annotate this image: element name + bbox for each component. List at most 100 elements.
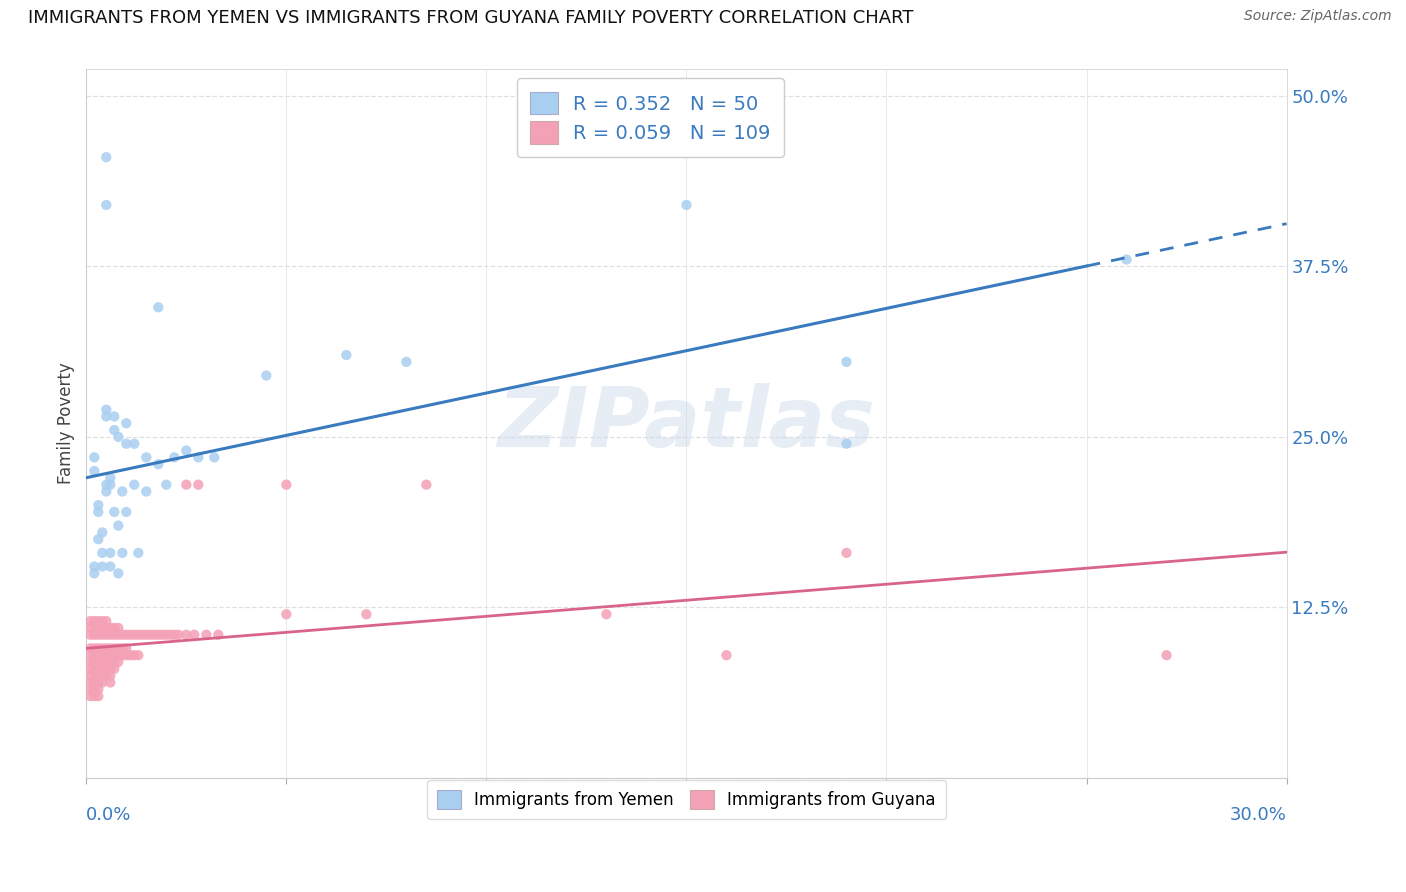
Point — [124, 436, 146, 450]
Point — [675, 198, 697, 212]
Point — [98, 662, 121, 676]
Point — [111, 628, 134, 642]
Point — [96, 614, 118, 628]
Point — [1115, 252, 1137, 267]
Point — [87, 668, 110, 682]
Point — [83, 628, 105, 642]
Point — [254, 368, 277, 383]
Point — [835, 436, 858, 450]
Point — [135, 450, 157, 465]
Point — [79, 641, 101, 656]
Point — [98, 641, 121, 656]
Point — [103, 648, 125, 663]
Point — [79, 689, 101, 703]
Point — [83, 614, 105, 628]
Point — [91, 525, 114, 540]
Point — [96, 484, 118, 499]
Point — [415, 477, 437, 491]
Point — [107, 430, 129, 444]
Point — [98, 621, 121, 635]
Point — [103, 641, 125, 656]
Point — [83, 689, 105, 703]
Point — [111, 546, 134, 560]
Point — [79, 628, 101, 642]
Point — [155, 477, 177, 491]
Point — [115, 505, 138, 519]
Point — [91, 628, 114, 642]
Point — [96, 662, 118, 676]
Point — [96, 668, 118, 682]
Point — [176, 443, 198, 458]
Point — [87, 655, 110, 669]
Point — [98, 668, 121, 682]
Point — [83, 682, 105, 697]
Point — [135, 628, 157, 642]
Point — [91, 621, 114, 635]
Point — [167, 628, 190, 642]
Point — [159, 628, 181, 642]
Point — [183, 628, 205, 642]
Legend: Immigrants from Yemen, Immigrants from Guyana: Immigrants from Yemen, Immigrants from G… — [427, 780, 945, 820]
Point — [79, 682, 101, 697]
Point — [115, 628, 138, 642]
Point — [835, 546, 858, 560]
Point — [83, 641, 105, 656]
Point — [87, 628, 110, 642]
Point — [103, 662, 125, 676]
Point — [98, 559, 121, 574]
Point — [96, 655, 118, 669]
Point — [276, 607, 298, 622]
Point — [98, 628, 121, 642]
Point — [124, 628, 146, 642]
Text: IMMIGRANTS FROM YEMEN VS IMMIGRANTS FROM GUYANA FAMILY POVERTY CORRELATION CHART: IMMIGRANTS FROM YEMEN VS IMMIGRANTS FROM… — [28, 9, 914, 27]
Point — [83, 655, 105, 669]
Point — [107, 648, 129, 663]
Point — [1156, 648, 1178, 663]
Point — [87, 621, 110, 635]
Point — [91, 546, 114, 560]
Text: ZIPatlas: ZIPatlas — [498, 383, 876, 464]
Point — [127, 648, 149, 663]
Point — [207, 628, 229, 642]
Point — [120, 628, 142, 642]
Point — [356, 607, 378, 622]
Point — [87, 648, 110, 663]
Point — [87, 505, 110, 519]
Point — [115, 641, 138, 656]
Point — [91, 675, 114, 690]
Point — [96, 641, 118, 656]
Text: Source: ZipAtlas.com: Source: ZipAtlas.com — [1244, 9, 1392, 23]
Point — [107, 518, 129, 533]
Point — [103, 628, 125, 642]
Point — [111, 641, 134, 656]
Point — [87, 662, 110, 676]
Point — [395, 355, 418, 369]
Point — [716, 648, 738, 663]
Point — [87, 682, 110, 697]
Point — [96, 198, 118, 212]
Point — [103, 621, 125, 635]
Point — [79, 614, 101, 628]
Point — [79, 668, 101, 682]
Point — [87, 689, 110, 703]
Point — [202, 450, 225, 465]
Point — [176, 477, 198, 491]
Point — [150, 628, 173, 642]
Point — [87, 533, 110, 547]
Point — [83, 464, 105, 478]
Point — [87, 675, 110, 690]
Point — [98, 546, 121, 560]
Point — [83, 566, 105, 581]
Point — [83, 450, 105, 465]
Point — [96, 402, 118, 417]
Point — [176, 628, 198, 642]
Point — [96, 648, 118, 663]
Point — [835, 355, 858, 369]
Point — [135, 484, 157, 499]
Point — [98, 655, 121, 669]
Point — [79, 662, 101, 676]
Point — [107, 628, 129, 642]
Point — [127, 546, 149, 560]
Point — [83, 668, 105, 682]
Point — [187, 477, 209, 491]
